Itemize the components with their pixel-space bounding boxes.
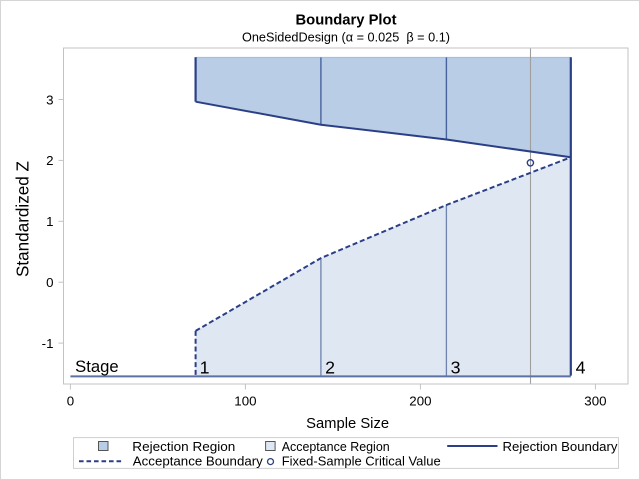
- svg-text:0: 0: [46, 275, 53, 290]
- svg-text:2: 2: [46, 153, 53, 168]
- svg-text:100: 100: [234, 394, 256, 409]
- svg-text:Rejection Boundary: Rejection Boundary: [503, 439, 618, 454]
- svg-text:-1: -1: [42, 336, 54, 351]
- svg-text:Boundary Plot: Boundary Plot: [296, 12, 397, 28]
- svg-text:Rejection Region: Rejection Region: [132, 439, 235, 454]
- svg-text:1: 1: [200, 358, 210, 378]
- svg-text:300: 300: [584, 394, 606, 409]
- svg-text:Standardized Z: Standardized Z: [14, 161, 33, 277]
- svg-text:3: 3: [46, 92, 53, 107]
- svg-text:3: 3: [451, 358, 461, 378]
- svg-text:Acceptance Region: Acceptance Region: [282, 439, 390, 454]
- svg-text:0: 0: [67, 394, 74, 409]
- svg-text:Acceptance Boundary: Acceptance Boundary: [133, 454, 263, 469]
- svg-text:Fixed-Sample Critical Value: Fixed-Sample Critical Value: [282, 454, 441, 469]
- svg-text:1: 1: [46, 214, 53, 229]
- svg-text:4: 4: [576, 358, 586, 378]
- svg-text:2: 2: [325, 358, 335, 378]
- svg-text:Sample Size: Sample Size: [306, 415, 389, 432]
- svg-text:200: 200: [409, 394, 431, 409]
- svg-text:OneSidedDesign (α = 0.025 β =: OneSidedDesign (α = 0.025 β = 0.1): [242, 30, 450, 45]
- svg-text:Stage: Stage: [75, 357, 119, 376]
